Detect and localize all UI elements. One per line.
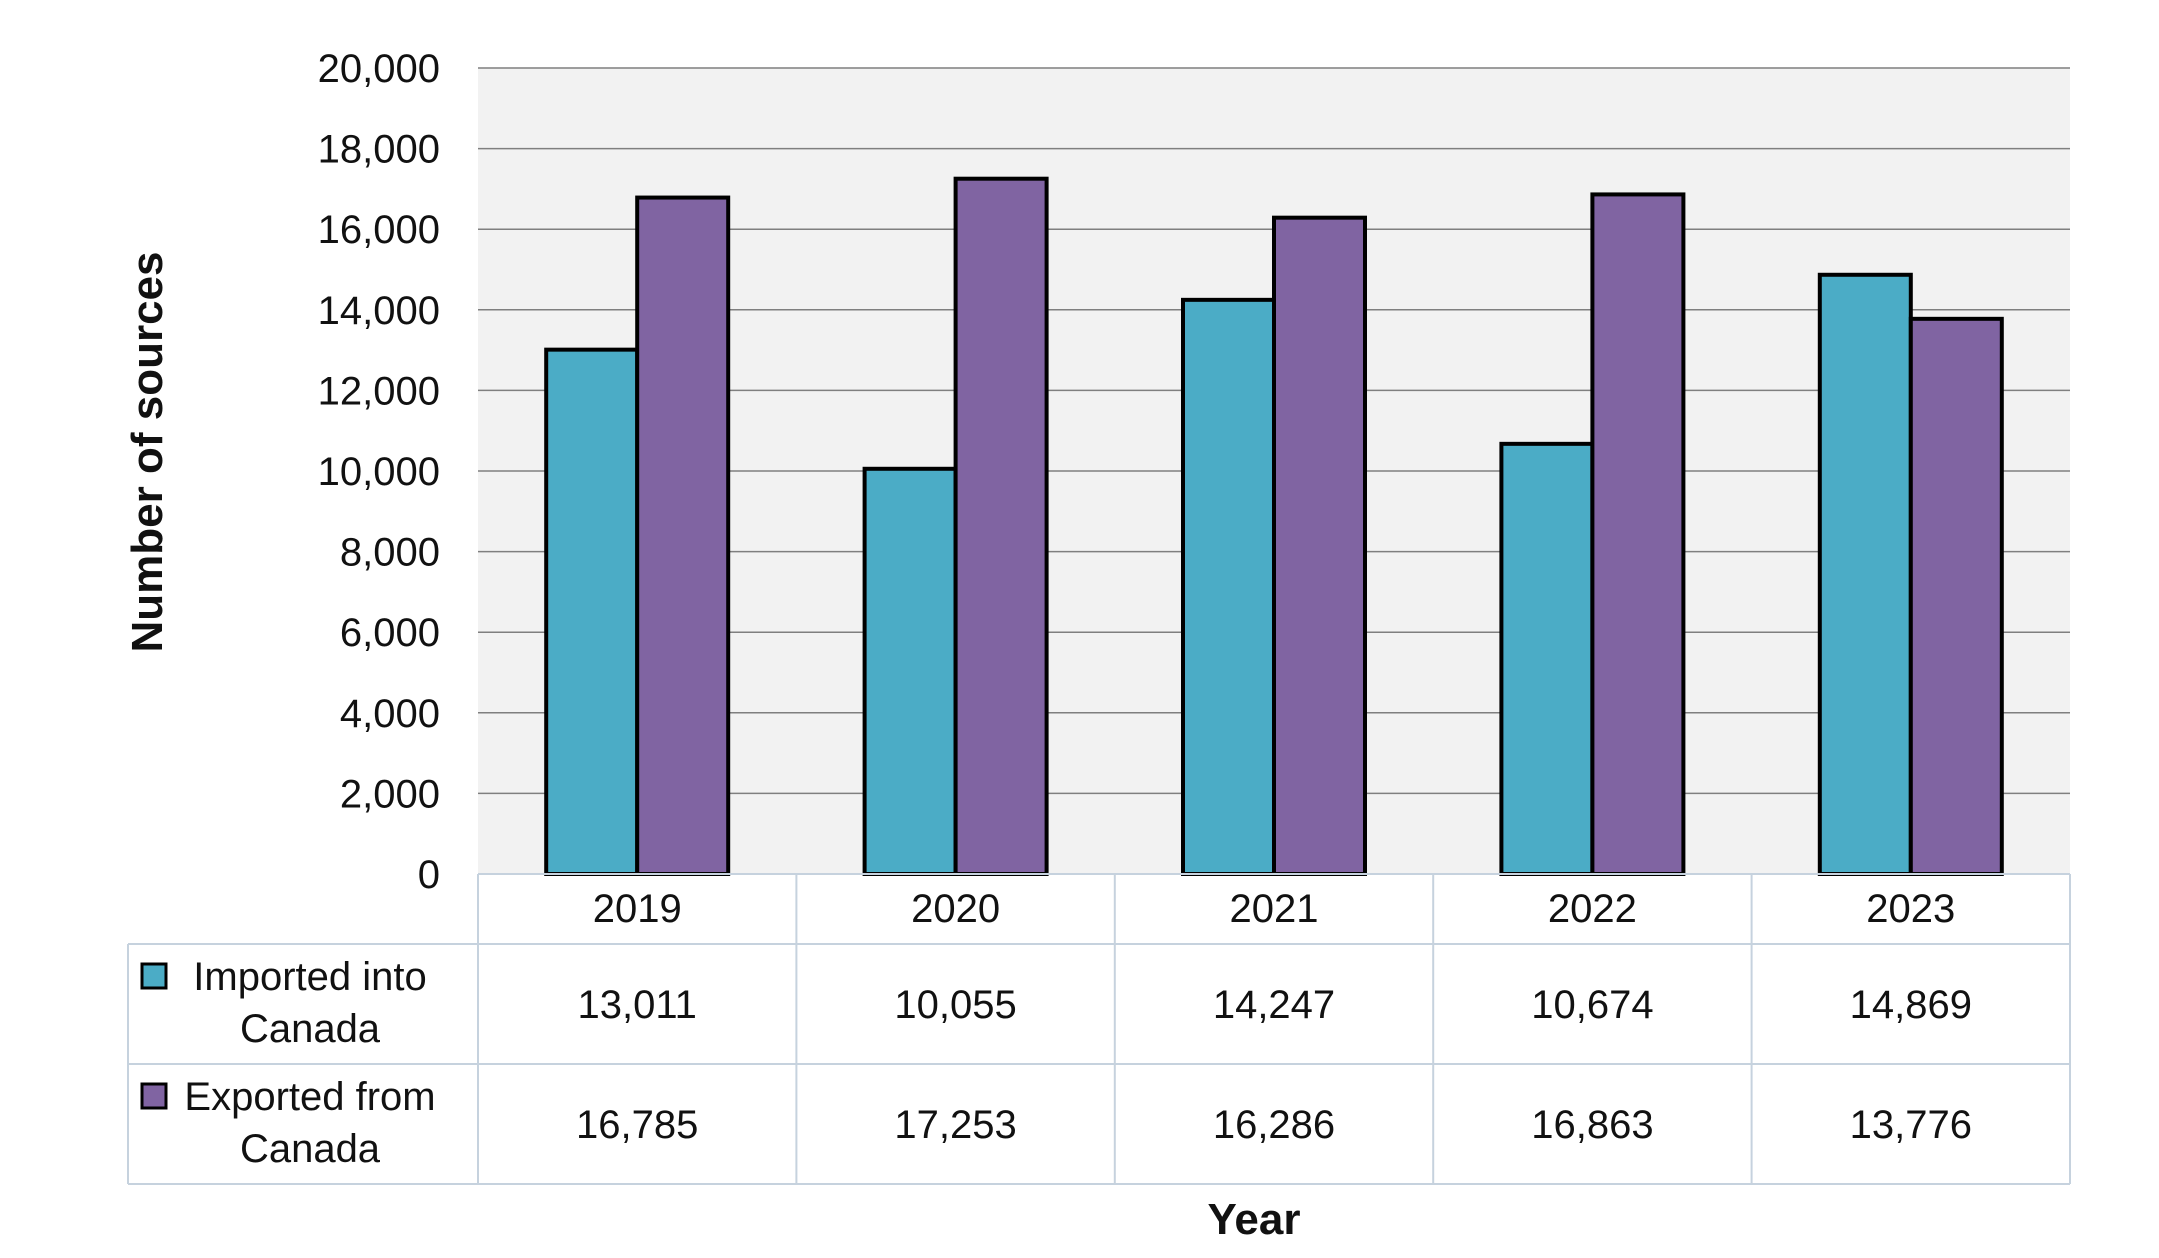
data-label: 14,247 — [1213, 983, 1335, 1027]
bar — [1908, 316, 2004, 876]
y-tick-label: 8,000 — [340, 531, 440, 575]
data-label: 17,253 — [894, 1103, 1016, 1147]
bars — [544, 176, 2004, 877]
y-tick-label: 14,000 — [318, 289, 440, 333]
legend-label: Canada — [240, 1127, 381, 1171]
x-axis-title: Year — [1208, 1195, 1301, 1244]
x-tick-label: 2023 — [1866, 887, 1955, 931]
data-label: 13,776 — [1850, 1103, 1972, 1147]
x-tick-label: 2020 — [911, 887, 1000, 931]
data-label: 10,055 — [894, 983, 1016, 1027]
data-label: 10,674 — [1531, 983, 1653, 1027]
legend-label: Exported from — [184, 1075, 435, 1119]
y-axis-title: Number of sources — [123, 252, 172, 653]
x-tick-label: 2019 — [593, 887, 682, 931]
bar — [1817, 272, 1913, 876]
data-label: 16,785 — [576, 1103, 698, 1147]
y-tick-label: 0 — [418, 853, 440, 897]
y-tick-labels: 0 2,000 4,000 6,000 8,000 10,000 12,000 14,000 1… — [318, 47, 440, 897]
legend-swatch — [140, 1082, 168, 1110]
legend-label: Imported into — [193, 955, 426, 999]
y-tick-label: 20,000 — [318, 47, 440, 91]
y-tick-label: 6,000 — [340, 611, 440, 655]
bar — [862, 466, 958, 876]
y-tick-label: 16,000 — [318, 208, 440, 252]
bar — [1272, 215, 1367, 876]
y-tick-label: 2,000 — [340, 772, 440, 816]
data-table: 2019 2020 2021 2022 2023 Imported into Canada 1… — [127, 873, 2071, 1185]
y-tick-label: 18,000 — [318, 128, 440, 172]
legend-label: Canada — [240, 1007, 381, 1051]
bar — [1181, 297, 1276, 876]
bar — [953, 176, 1049, 876]
data-label: 16,863 — [1531, 1103, 1653, 1147]
data-label: 13,011 — [578, 983, 697, 1027]
bar — [1499, 441, 1595, 876]
bar — [544, 347, 640, 877]
data-label: 14,869 — [1850, 983, 1972, 1027]
bar — [635, 195, 731, 876]
x-tick-label: 2022 — [1548, 887, 1637, 931]
x-tick-label: 2021 — [1230, 887, 1319, 931]
y-tick-label: 10,000 — [318, 450, 440, 494]
y-tick-label: 4,000 — [340, 692, 440, 736]
y-tick-label: 12,000 — [318, 369, 440, 413]
data-label: 16,286 — [1213, 1103, 1335, 1147]
legend-swatch — [140, 962, 168, 990]
bar — [1590, 192, 1686, 877]
